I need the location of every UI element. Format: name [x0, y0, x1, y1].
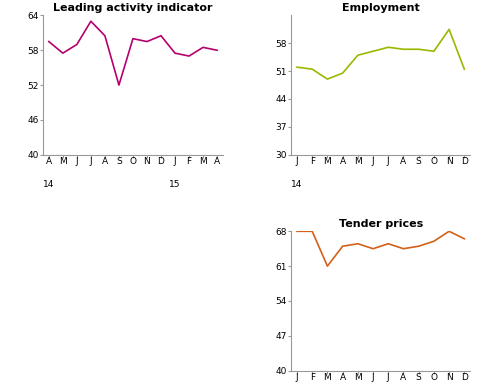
Text: 14: 14: [43, 180, 55, 189]
Text: 15: 15: [169, 180, 181, 189]
Text: 14: 14: [291, 180, 303, 189]
Title: Leading activity indicator: Leading activity indicator: [53, 3, 213, 13]
Title: Tender prices: Tender prices: [338, 219, 423, 229]
Title: Employment: Employment: [342, 3, 420, 13]
